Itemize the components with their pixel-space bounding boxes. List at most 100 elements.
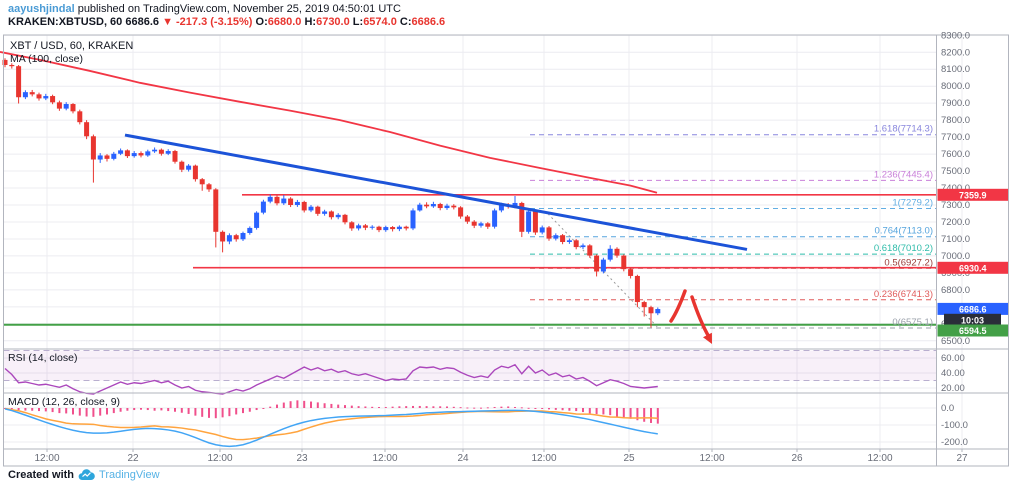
candle[interactable]: [77, 111, 83, 123]
macd-indicator-label[interactable]: MACD (12, 26, close, 9): [8, 396, 121, 408]
candle[interactable]: [614, 248, 620, 256]
time-axis[interactable]: 12:00 22 12:00 23 12:00 24 12:00 25 12:00 26 12:00…: [34, 449, 968, 464]
candle[interactable]: [199, 179, 205, 185]
candle[interactable]: [254, 212, 260, 228]
candle[interactable]: [356, 225, 362, 229]
macd-pane[interactable]: [4, 400, 659, 448]
candle[interactable]: [206, 184, 212, 190]
candle[interactable]: [464, 216, 470, 222]
candle[interactable]: [97, 155, 103, 160]
candle[interactable]: [369, 226, 375, 228]
candle[interactable]: [390, 227, 396, 230]
candle[interactable]: [152, 149, 158, 152]
candle[interactable]: [519, 202, 525, 232]
candle[interactable]: [172, 151, 178, 162]
rsi-pane[interactable]: [3, 350, 937, 395]
candle[interactable]: [526, 211, 532, 232]
candle[interactable]: [424, 204, 430, 207]
candle[interactable]: [478, 223, 484, 226]
candle[interactable]: [260, 201, 266, 213]
candle[interactable]: [546, 227, 552, 239]
candle[interactable]: [179, 161, 185, 170]
candle[interactable]: [192, 165, 198, 180]
candle[interactable]: [492, 210, 498, 227]
candle[interactable]: [403, 226, 409, 229]
candle[interactable]: [349, 222, 355, 229]
candle[interactable]: [118, 150, 124, 154]
candle[interactable]: [111, 153, 117, 159]
candle[interactable]: [444, 205, 450, 209]
candle[interactable]: [437, 203, 443, 209]
candle[interactable]: [376, 226, 382, 231]
candle[interactable]: [131, 153, 137, 157]
candle[interactable]: [226, 235, 232, 242]
candlestick-series[interactable]: [2, 58, 661, 328]
chart-legend-ma[interactable]: MA (100, close): [10, 53, 83, 65]
candle[interactable]: [50, 96, 56, 103]
candle[interactable]: [641, 302, 647, 308]
candle[interactable]: [29, 92, 35, 95]
candle[interactable]: [383, 227, 389, 231]
candle[interactable]: [9, 64, 15, 67]
candle[interactable]: [362, 225, 368, 228]
candle[interactable]: [451, 205, 457, 208]
candle[interactable]: [410, 210, 416, 229]
candle[interactable]: [655, 309, 661, 314]
candle[interactable]: [70, 104, 76, 112]
candle[interactable]: [104, 155, 110, 159]
candle[interactable]: [56, 102, 62, 109]
candle[interactable]: [634, 275, 640, 303]
candle[interactable]: [247, 227, 253, 234]
overlays[interactable]: [0, 51, 748, 251]
candle[interactable]: [594, 255, 600, 272]
candle[interactable]: [36, 94, 42, 99]
candle[interactable]: [553, 235, 559, 239]
rsi-indicator-label[interactable]: RSI (14, close): [8, 352, 78, 364]
candle[interactable]: [532, 211, 538, 233]
candle[interactable]: [233, 235, 239, 240]
candle[interactable]: [308, 206, 314, 211]
author-link[interactable]: aayushjindal: [8, 3, 75, 15]
candle[interactable]: [16, 66, 22, 98]
chart-legend-symbol[interactable]: XBT / USD, 60, KRAKEN: [10, 40, 134, 52]
candle[interactable]: [628, 269, 634, 276]
candle[interactable]: [587, 245, 593, 256]
candle[interactable]: [145, 151, 151, 156]
candle[interactable]: [417, 204, 423, 211]
candle[interactable]: [124, 150, 130, 157]
candle[interactable]: [294, 201, 300, 205]
candle[interactable]: [281, 198, 287, 204]
candle[interactable]: [84, 122, 90, 137]
candle[interactable]: [138, 153, 144, 156]
candle[interactable]: [267, 196, 273, 202]
candle[interactable]: [335, 214, 341, 218]
candle[interactable]: [539, 227, 545, 233]
candle[interactable]: [220, 231, 226, 242]
candle[interactable]: [22, 92, 28, 98]
candle[interactable]: [90, 136, 96, 160]
candle[interactable]: [471, 221, 477, 226]
candle[interactable]: [328, 211, 334, 218]
candle[interactable]: [2, 59, 8, 65]
candle[interactable]: [621, 255, 627, 270]
candle[interactable]: [600, 259, 606, 272]
candle[interactable]: [315, 206, 321, 214]
candle[interactable]: [342, 214, 348, 223]
candle[interactable]: [498, 204, 504, 211]
candle[interactable]: [607, 248, 613, 260]
candle[interactable]: [648, 307, 654, 314]
tradingview-brand-link[interactable]: TradingView: [99, 469, 160, 481]
candle[interactable]: [158, 149, 164, 154]
candle[interactable]: [485, 223, 491, 227]
candle[interactable]: [165, 151, 171, 154]
candle[interactable]: [43, 96, 49, 99]
candle[interactable]: [566, 240, 572, 242]
candle[interactable]: [396, 226, 402, 230]
candle[interactable]: [580, 245, 586, 248]
candle[interactable]: [301, 201, 307, 211]
candle[interactable]: [573, 240, 579, 248]
candle[interactable]: [213, 189, 219, 232]
candle[interactable]: [288, 198, 294, 205]
down-arrow-annotation[interactable]: [669, 289, 712, 344]
